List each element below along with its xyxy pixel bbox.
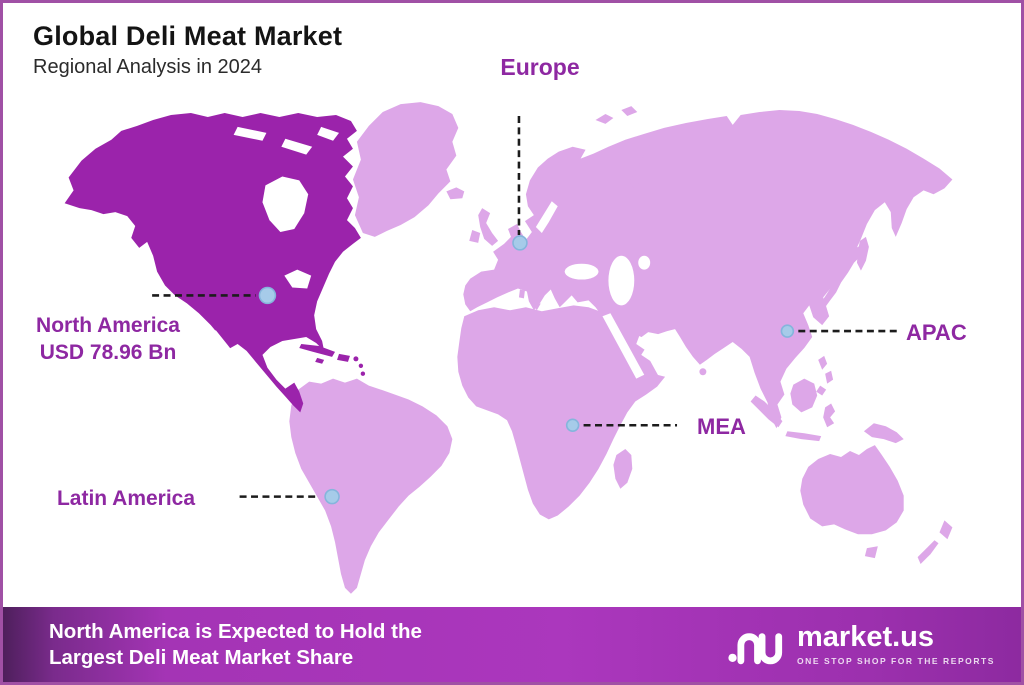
black-sea-water [564, 263, 599, 280]
brand-text-block: market.us ONE STOP SHOP FOR THE REPORTS [797, 621, 995, 667]
new-zealand-south-shape [917, 540, 939, 565]
north-america-marker-dot [258, 286, 277, 305]
region-label-north-america: North America USD 78.96 Bn [9, 312, 207, 366]
region-label-mea: MEA [697, 414, 746, 439]
footer-headline-line2: Largest Deli Meat Market Share [49, 645, 354, 669]
hudson-bay-water [262, 176, 309, 232]
sumatra-shape [750, 395, 783, 428]
sri-lanka-shape [699, 368, 707, 376]
madagascar-shape [613, 449, 633, 489]
novaya-zemlya-shape [629, 140, 658, 190]
arctic-islet-2 [621, 106, 638, 117]
south-america-shape [289, 378, 453, 594]
iceland-shape [446, 187, 465, 200]
aral-sea-water [638, 255, 651, 270]
japan-shape [821, 243, 867, 308]
red-sea-water [602, 313, 645, 379]
australia-shape [800, 445, 904, 535]
region-label-latin-america: Latin America [56, 487, 196, 510]
region-label-north-america-name: North America [36, 314, 180, 337]
water-overlays [210, 126, 656, 379]
great-britain-shape [478, 208, 499, 246]
brand-tagline: ONE STOP SHOP FOR THE REPORTS [797, 656, 995, 666]
sardinia-shape [518, 289, 525, 299]
region-label-europe: Europe [500, 54, 580, 80]
philippines-shape-1 [818, 355, 828, 370]
new-guinea-shape [863, 423, 904, 444]
sulawesi-shape [823, 403, 836, 428]
footer-banner: North America is Expected to Hold the La… [3, 607, 1021, 682]
arctic-islet-1 [595, 114, 614, 124]
page-title: Global Deli Meat Market [33, 21, 343, 51]
lesser-antilles-1 [358, 363, 364, 368]
persian-gulf-water [636, 336, 656, 353]
mea-marker-dot [565, 418, 580, 433]
page-subtitle: Regional Analysis in 2024 [33, 56, 263, 78]
gulf-of-california-water [210, 330, 238, 362]
header: Global Deli Meat Market Regional Analysi… [33, 21, 342, 79]
arctic-channel-3 [317, 126, 340, 141]
cuba-shape [299, 343, 336, 357]
sicily-shape [532, 303, 541, 311]
north-america-shape [64, 113, 361, 413]
eurasia-shape [463, 110, 953, 429]
java-shape [785, 431, 822, 442]
region-label-apac: APAC [906, 320, 967, 345]
hispaniola-shape [337, 353, 350, 362]
world-map [64, 102, 953, 594]
ireland-shape [469, 229, 481, 243]
tasmania-shape [864, 546, 878, 559]
footer-headline: North America is Expected to Hold the La… [3, 619, 422, 671]
africa-shape [457, 305, 666, 520]
great-lakes-water [284, 269, 312, 289]
baltic-sea-water [535, 201, 558, 233]
brand-name: market.us [797, 621, 935, 653]
greenland-shape [352, 102, 459, 237]
other-regions-landmass [289, 102, 953, 594]
arctic-channel-1 [233, 126, 267, 141]
philippines-shape-2 [825, 370, 834, 384]
region-value-north-america: USD 78.96 Bn [39, 341, 177, 364]
europe-marker-dot [512, 235, 528, 251]
latin-america-marker-dot [324, 488, 340, 505]
lesser-antilles-2 [360, 371, 366, 376]
philippines-shape-3 [816, 385, 827, 396]
highlighted-region-landmass [64, 113, 366, 413]
marker-dots [258, 235, 795, 505]
new-zealand-north-shape [939, 520, 953, 540]
caspian-sea-water [608, 255, 635, 306]
apac-marker-dot [780, 324, 795, 338]
callouts [152, 116, 899, 498]
puerto-rico-shape [353, 356, 359, 362]
jamaica-shape [315, 357, 325, 364]
arctic-channel-2 [281, 138, 313, 155]
borneo-shape [790, 378, 818, 413]
brand-lockup: market.us ONE STOP SHOP FOR THE REPORTS [728, 623, 995, 667]
marketus-logo-icon [728, 632, 783, 664]
footer-headline-line1: North America is Expected to Hold the [49, 619, 422, 643]
